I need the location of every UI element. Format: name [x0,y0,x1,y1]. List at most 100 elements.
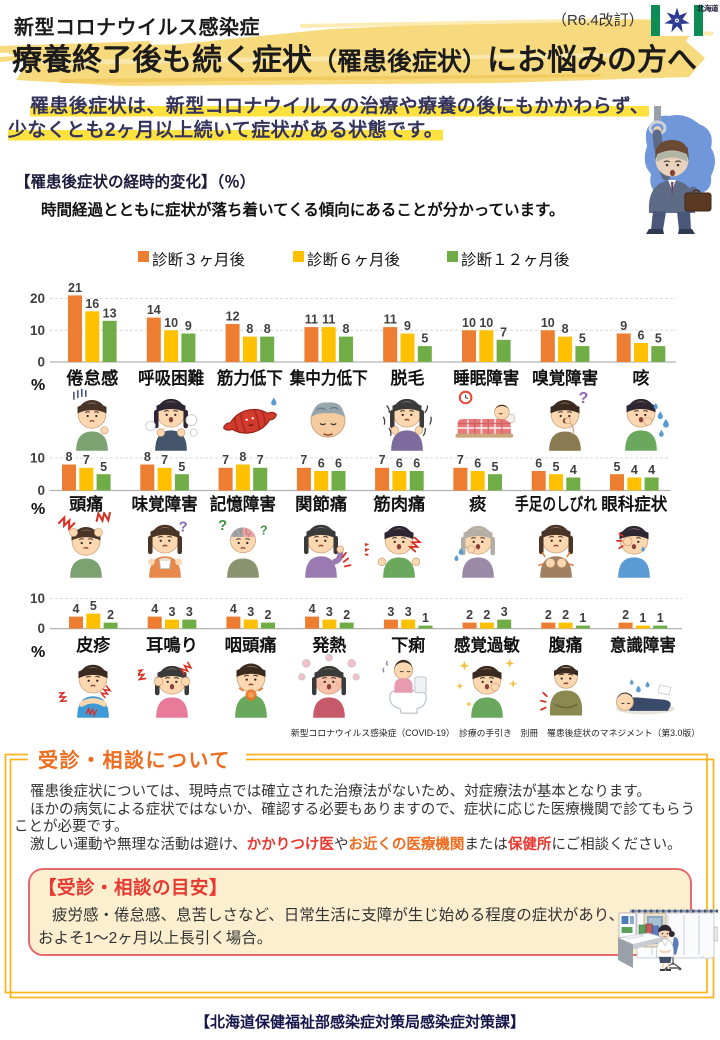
svg-text:眼科症状: 眼科症状 [601,494,668,514]
svg-text:下痢: 下痢 [391,635,425,655]
svg-text:3: 3 [326,605,333,619]
svg-text:6: 6 [638,329,645,343]
svg-text:腹痛: 腹痛 [549,635,583,655]
svg-text:5: 5 [553,460,560,474]
svg-text:21: 21 [68,281,82,295]
svg-text:10: 10 [541,316,555,330]
svg-text:?: ? [218,518,227,534]
svg-text:5: 5 [100,460,107,474]
svg-text:痰: 痰 [469,494,487,514]
svg-text:意識障害: 意識障害 [610,635,676,655]
svg-text:咽頭痛: 咽頭痛 [225,635,277,655]
svg-text:4: 4 [570,463,577,477]
svg-text:7: 7 [379,453,386,467]
svg-text:2: 2 [265,608,272,622]
svg-text:5: 5 [178,460,185,474]
svg-text:10: 10 [30,451,45,466]
svg-text:%: % [31,501,45,518]
svg-text:関節痛: 関節痛 [295,494,347,514]
svg-text:?: ? [579,390,589,407]
svg-text:?: ? [260,524,268,538]
svg-text:8: 8 [562,322,569,336]
svg-text:3: 3 [501,605,508,619]
svg-text:6: 6 [318,457,325,471]
svg-text:7: 7 [457,453,464,467]
svg-text:5: 5 [421,332,428,346]
svg-text:9: 9 [404,319,411,333]
svg-text:6: 6 [474,457,481,471]
svg-text:味覚障害: 味覚障害 [132,494,198,514]
svg-text:2: 2 [622,608,629,622]
svg-text:耳鳴り: 耳鳴り [146,635,198,655]
svg-text:1: 1 [422,611,429,625]
svg-text:8: 8 [239,450,246,464]
svg-text:集中力低下: 集中力低下 [289,368,368,388]
svg-text:2: 2 [545,608,552,622]
svg-text:8: 8 [343,322,350,336]
svg-text:5: 5 [614,460,621,474]
svg-text:4: 4 [73,602,80,616]
svg-text:3: 3 [186,605,193,619]
svg-text:10: 10 [164,316,178,330]
svg-text:4: 4 [230,602,237,616]
svg-text:11: 11 [322,313,335,327]
svg-text:7: 7 [500,325,507,339]
svg-text:記憶障害: 記憶障害 [210,494,276,514]
svg-text:3: 3 [405,605,412,619]
svg-text:筋力低下: 筋力低下 [216,368,283,388]
svg-text:11: 11 [305,313,318,327]
svg-text:呼吸困難: 呼吸困難 [138,368,204,388]
svg-text:発熱: 発熱 [311,635,346,655]
svg-text:7: 7 [257,453,264,467]
svg-text:2: 2 [562,608,569,622]
svg-text:2: 2 [107,608,114,622]
svg-text:7: 7 [222,453,229,467]
svg-text:8: 8 [66,450,73,464]
svg-text:手足のしびれ: 手足のしびれ [515,494,597,514]
svg-text:1: 1 [639,611,646,625]
svg-text:10: 10 [462,316,476,330]
svg-text:6: 6 [535,457,542,471]
svg-text:0: 0 [37,621,45,636]
svg-text:20: 20 [30,291,45,306]
svg-text:5: 5 [655,332,662,346]
svg-text:8: 8 [144,450,151,464]
svg-text:5: 5 [579,332,586,346]
svg-text:16: 16 [85,297,99,311]
svg-text:?: ? [179,519,188,535]
svg-text:脱毛: 脱毛 [391,368,425,388]
svg-text:%: % [31,644,45,661]
svg-text:9: 9 [185,319,192,333]
svg-text:2: 2 [466,608,473,622]
svg-text:咳: 咳 [633,368,650,388]
svg-text:7: 7 [161,453,168,467]
svg-text:14: 14 [147,303,161,317]
svg-text:10: 10 [30,323,45,338]
svg-text:2: 2 [483,608,490,622]
svg-text:0: 0 [37,355,45,370]
svg-text:13: 13 [103,306,117,320]
svg-text:3: 3 [247,605,254,619]
svg-text:睡眠障害: 睡眠障害 [453,368,519,388]
svg-text:4: 4 [631,463,638,477]
svg-text:1: 1 [579,611,586,625]
svg-text:8: 8 [264,322,271,336]
svg-text:%: % [31,377,45,394]
svg-text:倦怠感: 倦怠感 [66,368,118,388]
svg-text:2: 2 [343,608,350,622]
svg-text:0: 0 [37,483,45,498]
svg-text:9: 9 [620,319,627,333]
svg-text:皮疹: 皮疹 [76,635,111,655]
svg-text:5: 5 [492,460,499,474]
svg-text:3: 3 [169,605,176,619]
svg-text:筋肉痛: 筋肉痛 [372,494,425,514]
svg-text:10: 10 [30,591,45,606]
svg-text:4: 4 [151,602,158,616]
svg-text:10: 10 [479,316,493,330]
svg-text:6: 6 [335,457,342,471]
svg-text:6: 6 [396,457,403,471]
svg-text:12: 12 [226,310,240,324]
svg-text:8: 8 [246,322,253,336]
svg-text:1: 1 [657,611,664,625]
svg-text:頭痛: 頭痛 [69,494,103,514]
